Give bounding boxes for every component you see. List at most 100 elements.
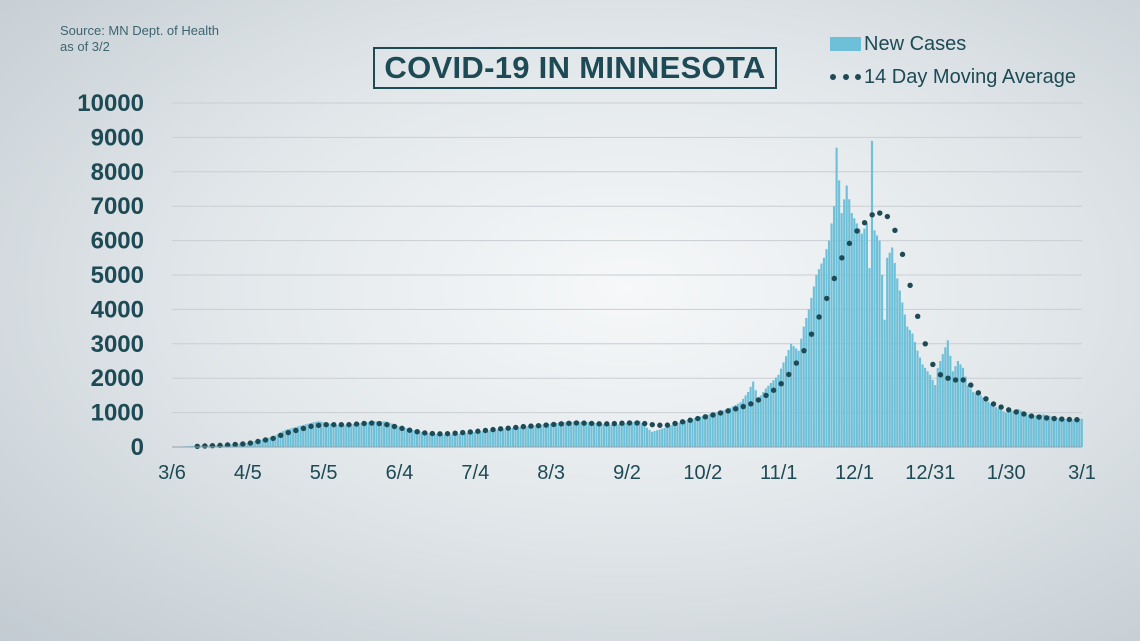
new-cases-bar [959,364,962,447]
new-cases-bar [238,443,242,447]
new-cases-bar [1025,413,1028,447]
moving-average-dot [224,442,231,448]
new-cases-bar [1009,411,1013,447]
new-cases-bar [1020,410,1023,447]
y-tick-label: 0 [131,434,144,461]
moving-average-dot [1005,407,1012,413]
moving-average-dot [543,422,549,428]
x-axis-tick-labels: 3/6 4/5 5/5 6/4 7/4 8/3 9/2 10/2 11/1 12/1 12/31 1/… [158,462,1096,484]
moving-average-dot [285,429,291,436]
new-cases-bar [944,347,947,447]
new-cases-bar [547,423,550,447]
new-cases-bar [438,434,441,447]
new-cases-bar [929,374,932,447]
new-cases-bar [845,185,848,447]
new-cases-bar [554,423,558,447]
new-cases-bar [378,421,381,447]
new-cases-bar [276,433,280,447]
new-cases-bar [833,206,836,447]
moving-average-dot [695,415,701,422]
new-cases-bar [302,424,305,447]
new-cases-bar [405,428,408,447]
new-cases-bar [802,326,805,447]
new-cases-bar [476,431,479,447]
new-cases-bar [941,354,944,447]
moving-average-dot [831,275,837,282]
new-cases-bar [479,431,482,447]
legend-label-moving-average: 14 Day Moving Average [864,65,1076,88]
new-cases-bar [274,435,277,447]
new-cases-bar [605,424,608,447]
new-cases-bar [565,422,568,447]
new-cases-bar [709,413,712,447]
new-cases-bar [360,422,363,447]
new-cases-bar [463,432,467,447]
new-cases-bar [736,403,740,447]
new-cases-bar [461,433,464,447]
moving-average-dot [513,424,519,431]
new-cases-bar [1075,419,1078,447]
moving-average-dot [422,430,428,436]
moving-average-dot [846,240,853,247]
new-cases-bar [345,424,348,447]
new-cases-bar [474,431,477,447]
y-tick-label: 5000 [91,262,144,289]
source-line: Source: MN Dept. of Health [60,23,219,38]
new-cases-bar [292,427,295,447]
moving-average-dots [194,210,1080,450]
new-cases-bar [630,422,633,447]
y-tick-label: 1000 [91,400,144,427]
legend-label-new-cases: New Cases [864,32,967,55]
moving-average-dot [672,420,678,427]
new-cases-bar [676,422,679,447]
new-cases-bar [645,427,649,447]
new-cases-bar [307,423,310,447]
new-cases-bar [643,425,646,447]
new-cases-bar [481,431,484,447]
new-cases-bar [1078,418,1081,447]
new-cases-bar [822,257,826,447]
new-cases-bar [388,422,391,447]
moving-average-dot [884,213,891,220]
new-cases-bar [287,429,290,447]
source-note: Source: MN Dept. of Health as of 3/2 [60,23,219,55]
moving-average-dot [1013,409,1019,415]
new-cases-bar [190,445,194,447]
new-cases-bar [590,422,593,447]
new-cases-bar [362,422,365,447]
new-cases-bar [696,417,699,447]
new-cases-bar [729,407,732,447]
new-cases-bar [825,249,828,447]
new-cases-bar [451,434,454,447]
new-cases-bar [1073,419,1076,447]
moving-average-swatch [830,70,861,84]
moving-average-dot [361,420,367,427]
new-cases-bar [774,377,778,447]
moving-average-dot [391,423,398,430]
moving-average-dot [877,210,883,216]
gridlines [172,102,1082,414]
new-cases-bar [570,421,573,447]
new-cases-bar [850,213,853,447]
moving-average-dot [293,427,299,434]
new-cases-bar [1004,412,1008,447]
new-cases-bar [456,433,459,447]
moving-average-dot [581,420,587,426]
x-tick-label: 7/4 [461,462,489,484]
moving-average-dot [968,382,974,388]
moving-average-dot [550,421,557,428]
new-cases-bar [367,421,371,447]
new-cases-bar [1060,418,1063,447]
new-cases-bar [855,223,858,447]
new-cases-bar [279,432,282,447]
new-cases-bar [552,423,555,447]
new-cases-bar [734,405,737,447]
as-of-date: as of 3/2 [60,39,110,54]
moving-average-dot [801,347,807,354]
new-cases-bar [782,362,785,447]
new-cases-bar [1063,418,1066,447]
new-cases-bar [673,423,676,447]
new-cases-bar [898,290,901,447]
new-cases-bar [835,147,838,447]
new-cases-bar [1007,411,1010,447]
